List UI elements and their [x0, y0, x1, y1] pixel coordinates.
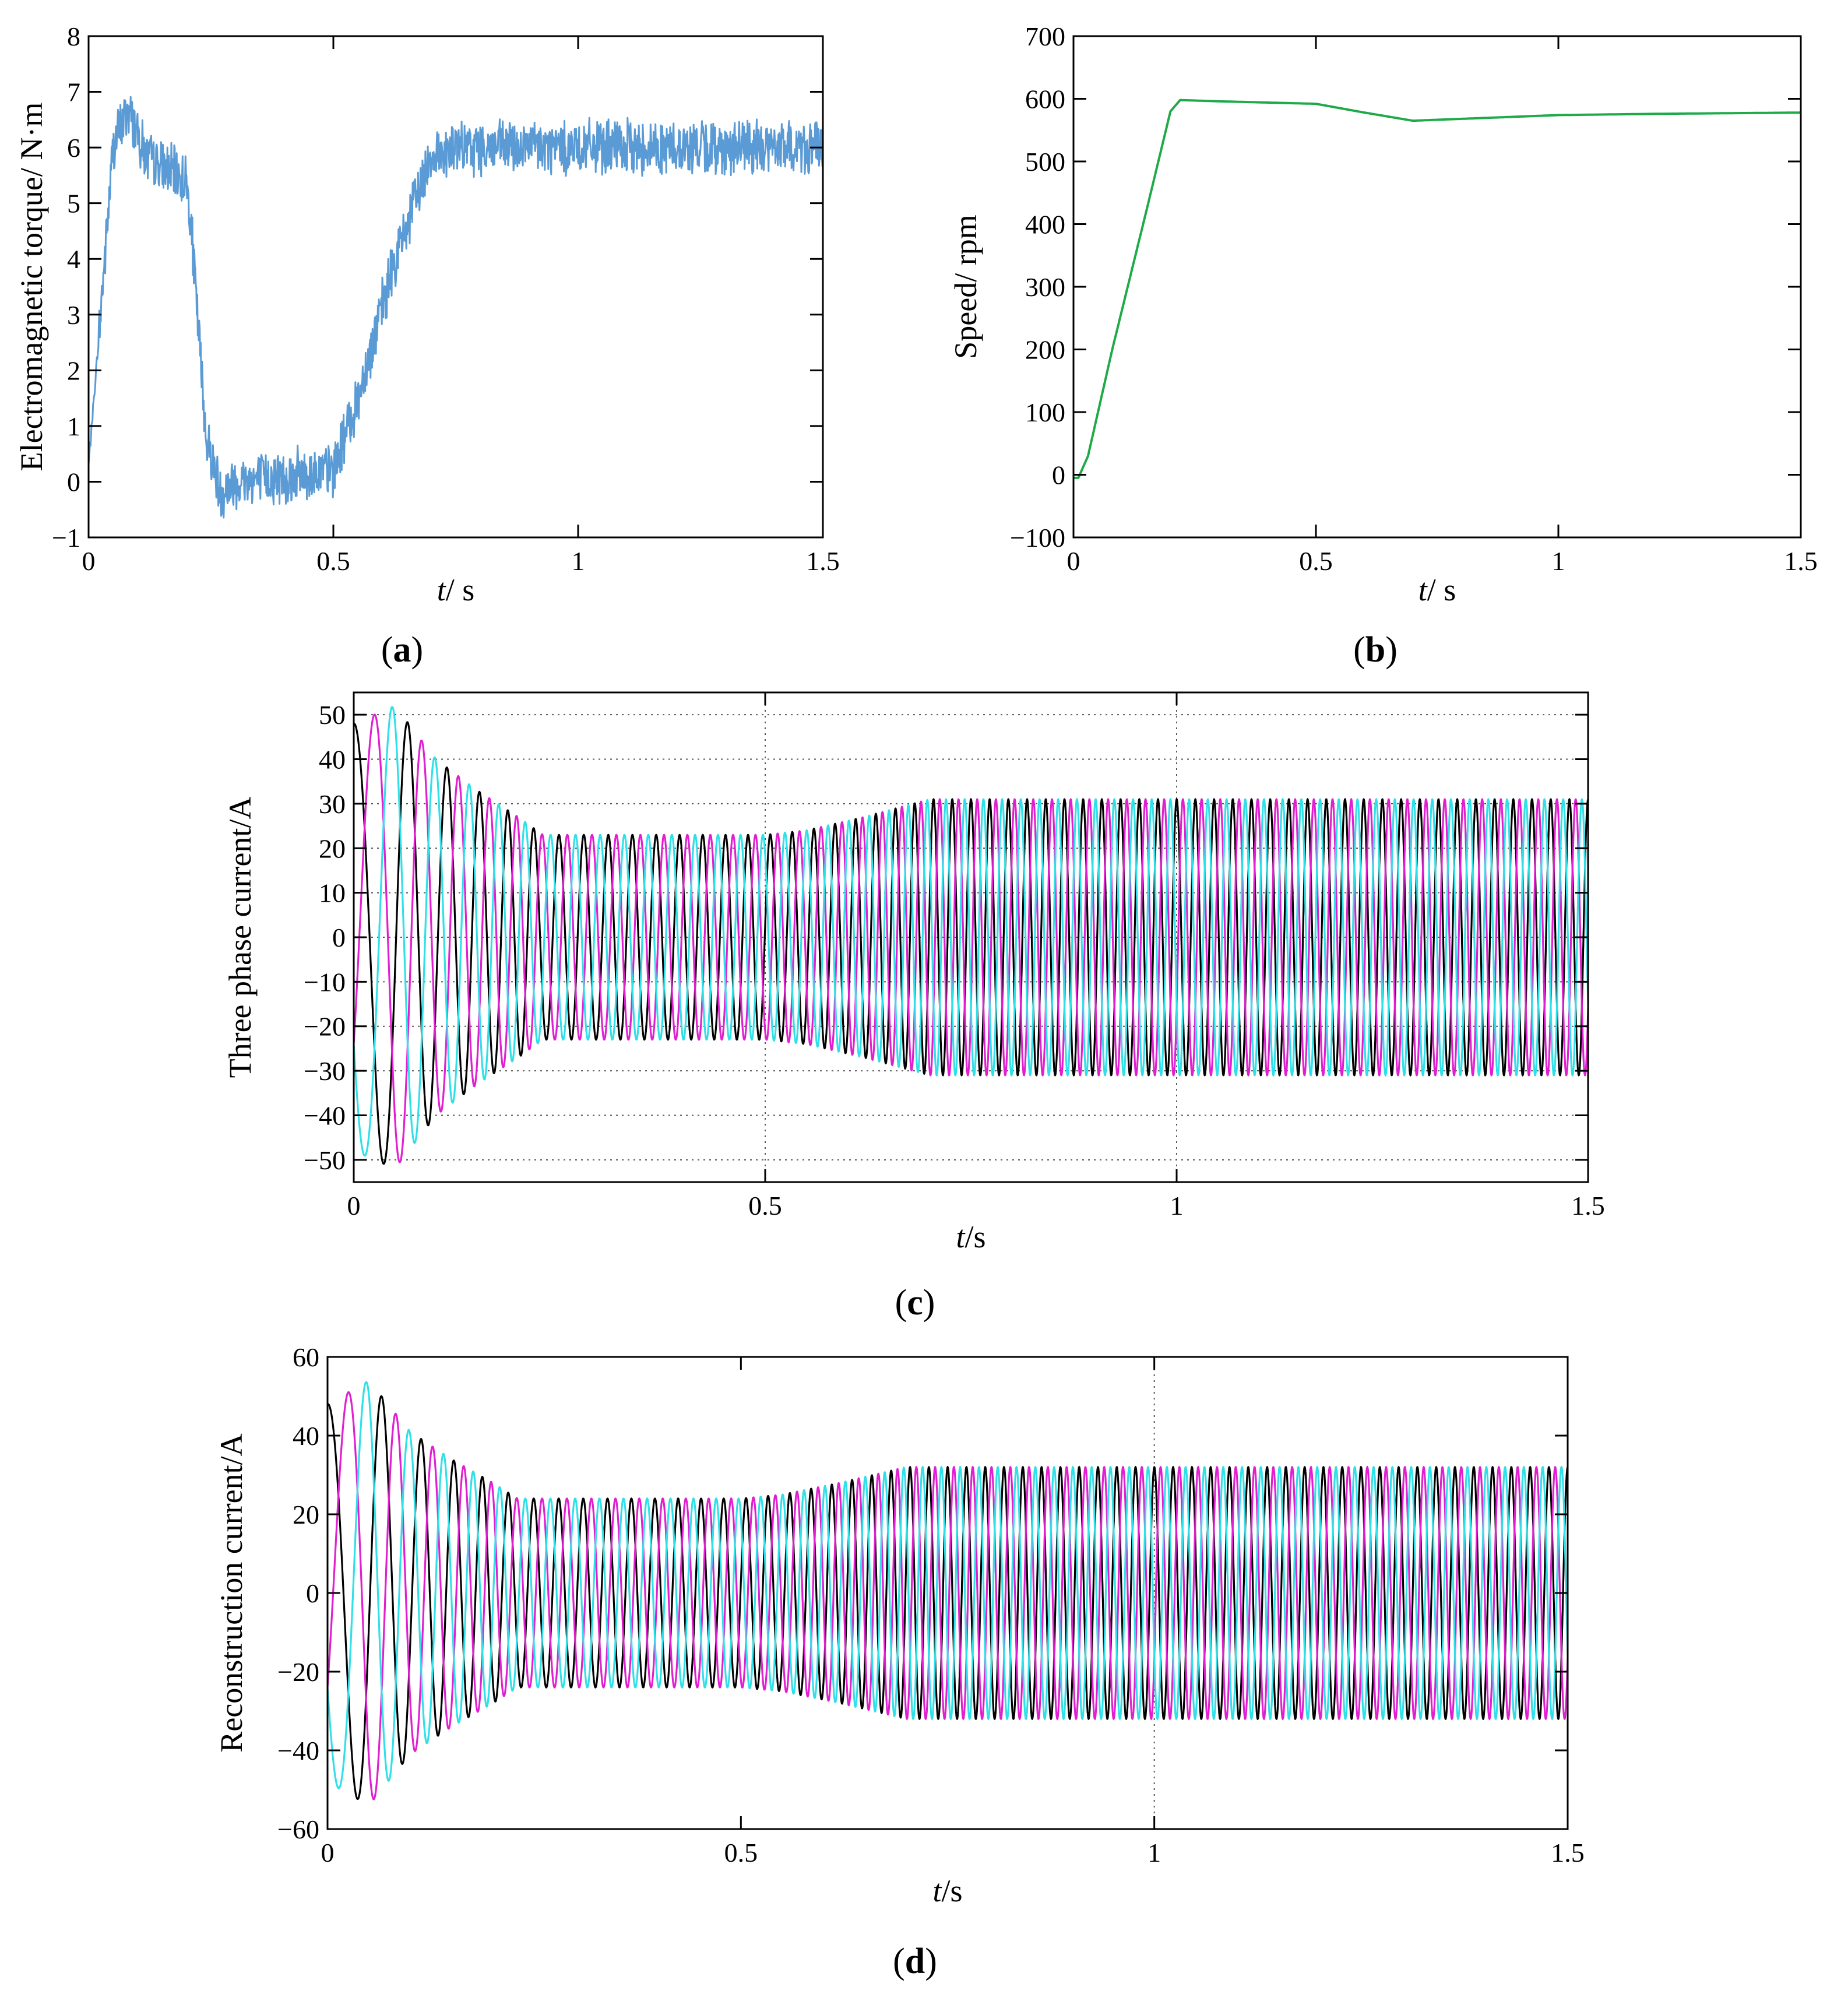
y-tick-label: −30 — [304, 1056, 346, 1086]
y-tick-label: −20 — [277, 1657, 319, 1687]
x-tick-label: 0 — [347, 1191, 361, 1221]
series-line-electromagnetic-torque — [89, 96, 823, 519]
y-tick-label: 6 — [67, 133, 80, 163]
y-tick-label: −1 — [52, 523, 80, 553]
series-line-speed — [1073, 99, 1801, 479]
panel-label: (c) — [895, 1283, 935, 1323]
panel-label: (d) — [893, 1942, 937, 1981]
y-axis-label: Speed/ rpm — [948, 214, 983, 358]
y-tick-label: 20 — [319, 834, 346, 863]
y-tick-label: 0 — [306, 1578, 319, 1608]
y-tick-label: 5 — [67, 189, 80, 219]
series-line-phase-a — [354, 721, 1588, 1165]
y-tick-label: 400 — [1025, 210, 1065, 240]
y-tick-label: 1 — [67, 412, 80, 441]
x-tick-label: 0.5 — [724, 1838, 758, 1868]
x-tick-label: 1.5 — [806, 546, 840, 576]
series-line-phase-b — [328, 1391, 1568, 1800]
y-tick-label: −40 — [304, 1100, 346, 1130]
series-line-phase-c — [328, 1381, 1568, 1789]
chart-c: 0 0.5 1 1.5 −50 −40 −30 −20 −10 0 10 20 30 40 50 t/s Thr… — [223, 691, 1605, 1323]
x-axis-label: t/ s — [437, 572, 475, 607]
x-tick-label: 0.5 — [748, 1191, 782, 1221]
y-tick-label: 700 — [1025, 22, 1065, 51]
x-tick-label: 1.5 — [1551, 1838, 1585, 1868]
y-tick-label: 100 — [1025, 398, 1065, 427]
x-tick-label: 1 — [572, 546, 585, 576]
plot-frame — [1072, 35, 1802, 539]
x-tick-label: 0.5 — [1299, 546, 1333, 576]
y-tick-label: 60 — [293, 1342, 319, 1372]
y-tick-label: 4 — [67, 244, 80, 274]
y-tick-label: 0 — [67, 467, 80, 497]
y-tick-label: 2 — [67, 356, 80, 385]
x-tick-label: 1.5 — [1784, 546, 1818, 576]
y-tick-label: −10 — [304, 967, 346, 997]
x-tick-label: 0 — [1067, 546, 1080, 576]
y-tick-label: 40 — [319, 745, 346, 775]
y-tick-label: 10 — [319, 878, 346, 908]
y-tick-label: 0 — [1052, 460, 1065, 490]
y-tick-label: 200 — [1025, 335, 1065, 365]
y-tick-label: 50 — [319, 700, 346, 730]
x-tick-label: 1 — [1170, 1191, 1184, 1221]
panel-label: (b) — [1353, 630, 1398, 670]
y-tick-label: −20 — [304, 1012, 346, 1042]
y-tick-label: −40 — [277, 1736, 319, 1766]
y-tick-label: 20 — [293, 1500, 319, 1529]
x-axis-label: t/ s — [1418, 572, 1456, 607]
series-line-phase-b — [354, 713, 1588, 1163]
y-tick-label: 3 — [67, 300, 80, 330]
y-tick-label: 300 — [1025, 272, 1065, 302]
y-tick-label: 500 — [1025, 147, 1065, 177]
y-axis-label: Electromagnetic torque/ N·m — [14, 103, 49, 472]
x-tick-label: 1 — [1552, 546, 1565, 576]
y-tick-label: −60 — [277, 1814, 319, 1844]
x-axis-label: t/s — [956, 1219, 985, 1254]
x-tick-label: 1.5 — [1571, 1191, 1605, 1221]
chart-d: 0 0.5 1 1.5 −60 −40 −20 0 20 40 60 t/s Reconstructio… — [214, 1342, 1585, 1981]
plot-frame — [87, 35, 824, 539]
x-tick-label: 0.5 — [316, 546, 350, 576]
x-tick-label: 0 — [321, 1838, 335, 1868]
y-axis-label: Three phase current/A — [223, 797, 258, 1078]
y-tick-label: 40 — [293, 1421, 319, 1451]
series-line-phase-a — [328, 1395, 1568, 1800]
y-tick-label: 0 — [332, 923, 346, 952]
y-tick-label: 30 — [319, 789, 346, 819]
y-tick-label: 600 — [1025, 85, 1065, 114]
series-line-phase-c — [354, 706, 1588, 1157]
panel-label: (a) — [381, 630, 423, 670]
x-axis-label: t/s — [932, 1873, 962, 1908]
y-tick-label: 7 — [67, 78, 80, 107]
y-tick-label: −100 — [1010, 523, 1065, 553]
y-tick-label: −50 — [304, 1145, 346, 1175]
y-axis-label: Reconstruction current/A — [214, 1433, 249, 1752]
y-tick-label: 8 — [67, 22, 80, 51]
x-tick-label: 1 — [1147, 1838, 1161, 1868]
x-tick-label: 0 — [82, 546, 96, 576]
